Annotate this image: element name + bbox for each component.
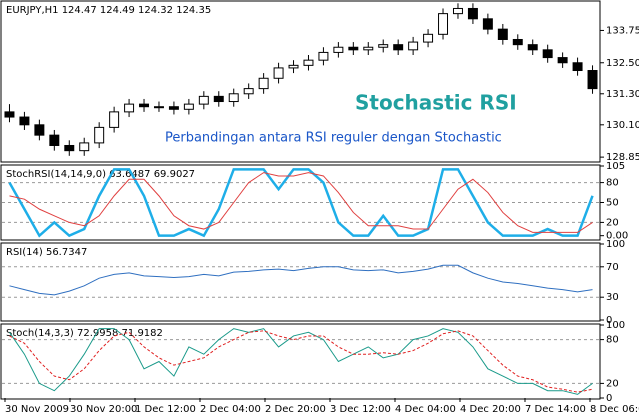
x-tick-label: 2 Dec 04:00 (200, 404, 261, 415)
y-tick-label: 132.50 (606, 58, 639, 69)
candle-body (258, 77, 269, 90)
y-tick-label: 128.85 (606, 152, 639, 163)
panel-frame (0, 0, 601, 163)
candle-body (79, 142, 90, 152)
y-tick-label: 30 (606, 292, 619, 303)
candle-body (333, 46, 344, 53)
candle-body (228, 93, 239, 103)
panel-title: RSI(14) 56.7347 (6, 247, 87, 258)
annotation: Perbandingan antara RSI reguler dengan S… (165, 131, 502, 146)
y-tick-label: 0.00 (606, 231, 628, 242)
annotation: Stochastic RSI (355, 91, 517, 115)
candle-body (572, 62, 583, 72)
candle-body (273, 67, 284, 79)
candle-body (452, 7, 463, 15)
candle-body (153, 106, 164, 109)
candle-body (288, 64, 299, 69)
candle-body (512, 38, 523, 46)
panel-title: Stoch(14,3,3) 72.9958 71.9182 (6, 328, 163, 339)
x-tick-label: 1 Dec 12:00 (135, 404, 196, 415)
candle-body (168, 106, 179, 110)
candle-body (467, 7, 478, 20)
series-line (9, 330, 593, 393)
candle-body (34, 124, 45, 136)
candle-body (542, 49, 553, 59)
candle-body (438, 13, 449, 35)
candle-body (482, 18, 493, 30)
x-tick-label: 30 Nov 2009 (5, 404, 69, 415)
candle-body (497, 28, 508, 40)
y-tick-label: 131.30 (606, 89, 639, 100)
series-line (9, 264, 593, 296)
candle-body (348, 46, 359, 51)
candle-body (139, 103, 150, 108)
x-tick-label: 2 Dec 20:00 (265, 404, 326, 415)
y-tick-label: 80 (606, 335, 619, 346)
candle-body (64, 144, 75, 152)
candle-body (587, 70, 598, 90)
candle-body (94, 126, 105, 144)
candle-body (423, 33, 434, 43)
candle-body (198, 95, 209, 105)
series-line (9, 172, 593, 233)
y-tick-label: 70 (606, 262, 619, 273)
candle-body (408, 41, 419, 51)
x-tick-label: 4 Dec 04:00 (395, 404, 456, 415)
y-tick-label: 80 (606, 178, 619, 189)
panel-frame (0, 242, 601, 322)
candle-body (49, 134, 60, 146)
candle-body (363, 46, 374, 51)
panel-title: EURJPY,H1 124.47 124.49 124.32 124.35 (6, 5, 211, 16)
series-line (9, 328, 593, 395)
candle-body (318, 51, 329, 61)
y-tick-label: 100 (606, 320, 625, 331)
y-tick-label: 133.75 (606, 25, 639, 36)
y-tick-label: 20 (606, 378, 619, 389)
y-tick-label: 130.10 (606, 120, 639, 131)
candle-body (124, 103, 135, 113)
panel-frame (0, 323, 601, 400)
candle-body (4, 111, 15, 118)
y-tick-label: 0 (606, 393, 612, 404)
candle-body (19, 116, 30, 126)
candle-body (243, 88, 254, 95)
candle-body (213, 95, 224, 103)
series-line (8, 168, 594, 238)
candle-body (109, 111, 120, 128)
x-tick-label: 30 Nov 20:00 (70, 404, 137, 415)
candle-body (393, 44, 404, 51)
y-tick-label: 105 (606, 161, 625, 172)
x-tick-label: 3 Dec 12:00 (330, 404, 391, 415)
candle-body (378, 44, 389, 48)
y-tick-label: 20 (606, 217, 619, 228)
candle-body (183, 103, 194, 110)
y-tick-label: 100 (606, 239, 625, 250)
x-tick-label: 8 Dec 06:00 (590, 404, 639, 415)
x-tick-label: 4 Dec 20:00 (460, 404, 521, 415)
panel-title: StochRSI(14,14,9,0) 63.6487 69.9027 (6, 169, 195, 180)
y-tick-label: 0 (606, 315, 612, 326)
candle-body (557, 57, 568, 64)
candle-body (303, 59, 314, 66)
x-tick-label: 7 Dec 14:00 (525, 404, 586, 415)
y-tick-label: 50 (606, 198, 619, 209)
candle-body (527, 44, 538, 51)
